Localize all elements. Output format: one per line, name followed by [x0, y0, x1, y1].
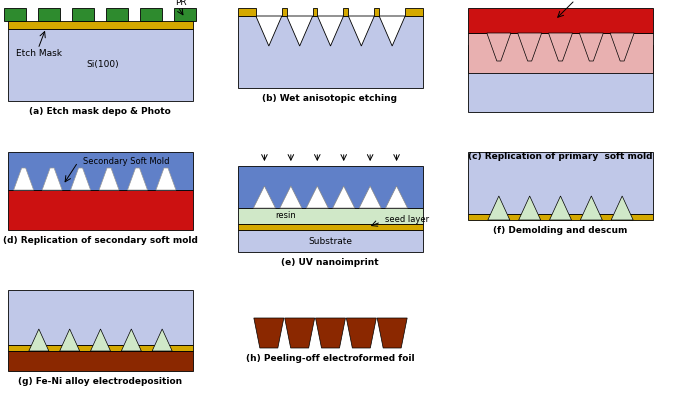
Text: (g) Fe-Ni alloy electrodeposition: (g) Fe-Ni alloy electrodeposition	[18, 377, 182, 386]
Bar	[238, 8, 256, 16]
Polygon shape	[386, 186, 408, 208]
Bar	[238, 166, 423, 208]
Text: (a) Etch mask depo & Photo: (a) Etch mask depo & Photo	[29, 107, 171, 116]
Text: Secondary Soft Mold: Secondary Soft Mold	[83, 157, 169, 166]
Polygon shape	[14, 168, 34, 190]
Polygon shape	[580, 33, 603, 61]
Bar	[8, 190, 193, 230]
Polygon shape	[90, 329, 110, 351]
Bar	[5, 8, 27, 21]
Polygon shape	[487, 33, 511, 61]
Bar	[175, 8, 197, 21]
Bar	[312, 8, 318, 16]
Polygon shape	[359, 186, 381, 208]
Polygon shape	[333, 186, 355, 208]
Polygon shape	[379, 16, 405, 46]
Bar	[343, 8, 349, 16]
Text: Etch Mask: Etch Mask	[16, 49, 62, 58]
Bar	[374, 8, 379, 16]
Text: Substrate: Substrate	[308, 237, 352, 246]
Polygon shape	[377, 318, 407, 348]
Polygon shape	[610, 33, 634, 61]
Polygon shape	[29, 329, 49, 351]
Polygon shape	[42, 168, 62, 190]
Bar	[140, 8, 162, 21]
Text: resin: resin	[275, 211, 297, 220]
Polygon shape	[71, 168, 90, 190]
Text: (h) Peeling-off electroformed foil: (h) Peeling-off electroformed foil	[246, 354, 414, 363]
Bar	[405, 8, 423, 16]
Bar	[238, 16, 423, 88]
Polygon shape	[285, 318, 314, 348]
Bar	[468, 8, 653, 33]
Polygon shape	[519, 196, 540, 220]
Polygon shape	[488, 196, 510, 220]
Bar	[468, 152, 653, 214]
Polygon shape	[121, 329, 141, 351]
Bar	[8, 29, 193, 101]
Polygon shape	[549, 196, 571, 220]
Bar	[468, 45, 653, 112]
Polygon shape	[253, 186, 275, 208]
Polygon shape	[347, 318, 376, 348]
Polygon shape	[280, 186, 302, 208]
Polygon shape	[518, 33, 542, 61]
Polygon shape	[349, 16, 374, 46]
Bar	[468, 33, 653, 73]
Polygon shape	[286, 16, 312, 46]
Bar	[38, 8, 60, 21]
Bar	[106, 8, 129, 21]
Text: (b) Wet anisotopic etching: (b) Wet anisotopic etching	[262, 94, 397, 103]
Text: (f) Demolding and descum: (f) Demolding and descum	[493, 226, 627, 235]
Polygon shape	[549, 33, 573, 61]
Bar	[238, 230, 423, 252]
Text: (d) Replication of secondary soft mold: (d) Replication of secondary soft mold	[3, 236, 197, 245]
Bar	[8, 152, 193, 190]
Bar	[8, 21, 193, 29]
Polygon shape	[611, 196, 633, 220]
Polygon shape	[318, 16, 343, 46]
Polygon shape	[99, 168, 119, 190]
Bar	[468, 214, 653, 220]
Text: (e) UV nanoimprint: (e) UV nanoimprint	[281, 258, 379, 267]
Bar	[8, 290, 193, 345]
Polygon shape	[60, 329, 79, 351]
Bar	[73, 8, 95, 21]
Polygon shape	[156, 168, 176, 190]
Text: PR: PR	[175, 0, 186, 7]
Bar	[282, 8, 286, 16]
Bar	[238, 224, 423, 230]
Text: (c) Replication of primary  soft mold: (c) Replication of primary soft mold	[468, 152, 652, 161]
Bar	[8, 351, 193, 371]
Polygon shape	[580, 196, 602, 220]
Bar	[238, 208, 423, 224]
Polygon shape	[254, 318, 284, 348]
Polygon shape	[152, 329, 172, 351]
Polygon shape	[306, 186, 328, 208]
Text: Si(100): Si(100)	[87, 60, 119, 69]
Text: seed layer: seed layer	[385, 215, 429, 224]
Polygon shape	[256, 16, 282, 46]
Polygon shape	[127, 168, 147, 190]
Bar	[8, 345, 193, 351]
Polygon shape	[316, 318, 345, 348]
